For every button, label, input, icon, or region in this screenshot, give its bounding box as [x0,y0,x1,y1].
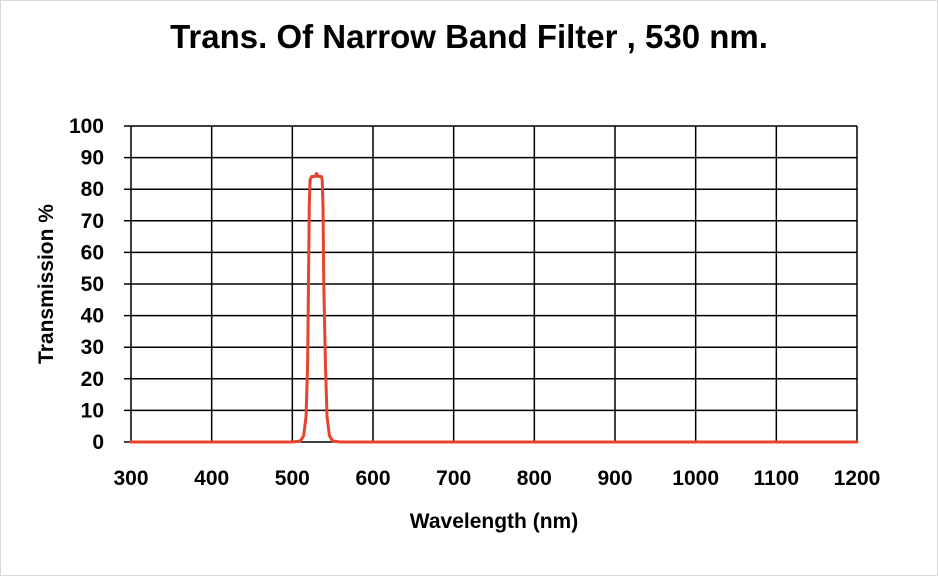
grid-layer [124,125,858,443]
x-tick-label: 700 [436,467,471,490]
chart-title: Trans. Of Narrow Band Filter , 530 nm. [170,18,768,55]
x-tick-label: 1200 [834,467,881,490]
tick-layer: 300 400 500 600 700 800 900 1000 1100 1200 0 10 20 30… [69,115,880,490]
x-tick-label: 500 [275,467,310,490]
y-tick-label: 80 [81,178,104,201]
x-tick-label: 600 [355,467,390,490]
y-tick-label: 30 [81,336,104,359]
y-tick-label: 50 [81,273,104,296]
y-tick-label: 10 [81,399,104,422]
x-tick-label: 400 [194,467,229,490]
y-tick-label: 0 [92,431,104,454]
y-tick-label: 100 [69,115,104,138]
y-axis-title: Transmission % [35,204,58,364]
y-tick-label: 40 [81,305,104,328]
x-tick-label: 1100 [754,467,800,490]
x-tick-label: 800 [517,467,552,490]
series-line [129,171,859,444]
y-tick-label: 70 [81,210,104,233]
x-tick-label: 1000 [672,467,719,490]
y-tick-label: 60 [81,241,104,264]
y-tick-label: 20 [81,368,104,391]
x-axis-title: Wavelength (nm) [410,510,578,533]
series-layer [129,171,859,444]
y-tick-label: 90 [81,147,104,170]
x-tick-label: 900 [597,467,632,490]
x-tick-label: 300 [113,467,148,490]
